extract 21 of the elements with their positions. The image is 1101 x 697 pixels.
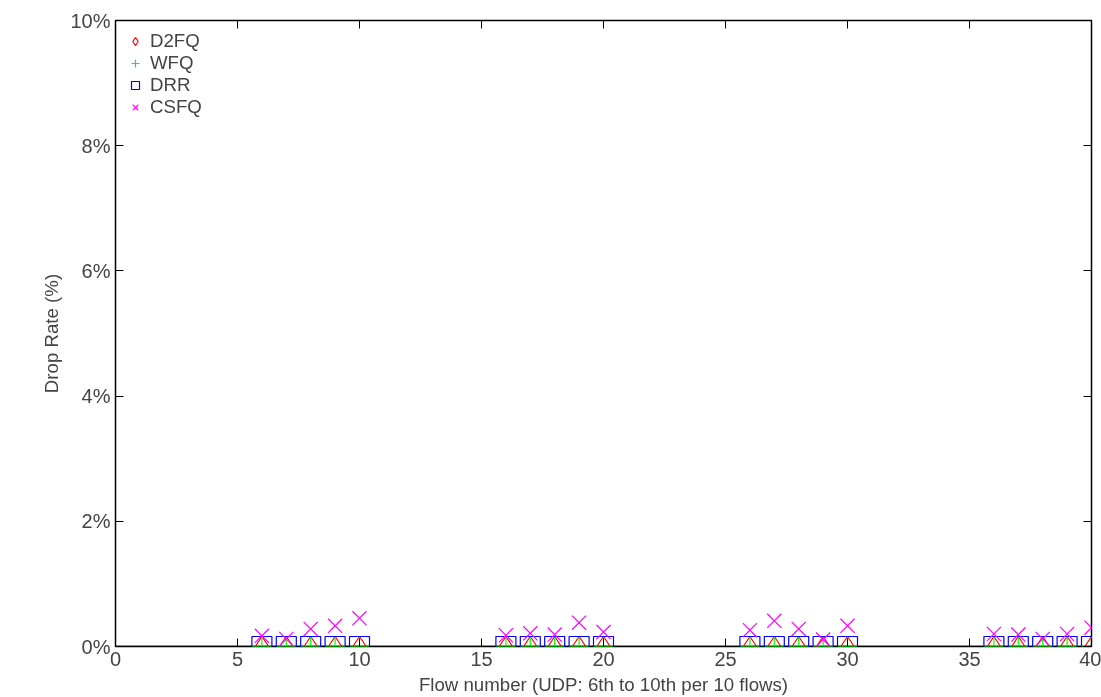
x-tick-label: 5 [231, 647, 244, 670]
legend-label: D2FQ [150, 30, 200, 52]
x-tick-label: 15 [470, 647, 493, 670]
x-tick-label: 35 [958, 647, 981, 670]
y-tick-label: 0% [81, 635, 111, 658]
y-tick-label: 10% [70, 9, 111, 32]
legend-label: DRR [150, 74, 191, 96]
x-axis-title: Flow number (UDP: 6th to 10th per 10 flows) [418, 673, 789, 695]
x-tick-label: 20 [592, 647, 615, 670]
y-tick-label: 2% [81, 510, 111, 533]
x-tick-label: 25 [714, 647, 737, 670]
y-axis-title: Drop Rate (%) [41, 273, 63, 394]
y-tick-label: 8% [81, 134, 111, 157]
x-tick-label: 10 [348, 647, 371, 670]
legend-label: CSFQ [150, 96, 202, 118]
y-tick-label: 4% [81, 385, 111, 408]
x-tick-label: 30 [836, 647, 859, 670]
y-tick-label: 6% [81, 259, 111, 282]
legend-label: WFQ [150, 52, 194, 74]
x-tick-label: 0 [109, 647, 122, 670]
x-tick-label: 40 [1079, 647, 1101, 670]
